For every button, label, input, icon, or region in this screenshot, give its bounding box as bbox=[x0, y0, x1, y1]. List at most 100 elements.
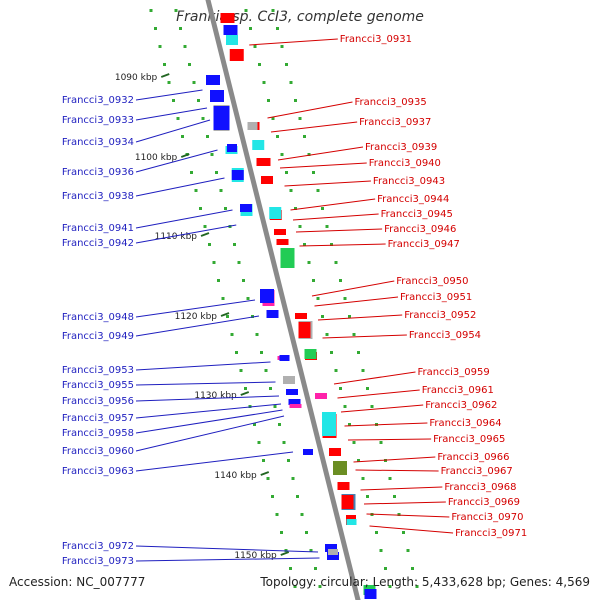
gene-label: Francci3_0934 bbox=[62, 137, 134, 148]
gene-feature bbox=[322, 412, 336, 436]
gene-feature bbox=[220, 13, 235, 23]
gene-label: Francci3_0964 bbox=[429, 418, 501, 429]
tick-dot bbox=[172, 99, 175, 102]
gene-label-leader bbox=[369, 525, 454, 534]
gene-label: Francci3_0973 bbox=[62, 556, 134, 567]
gene-label: Francci3_0954 bbox=[409, 330, 481, 341]
tick-dot bbox=[158, 45, 162, 48]
tick-dot bbox=[330, 351, 333, 354]
gene-label-leader bbox=[290, 198, 376, 211]
tick-dot bbox=[242, 279, 245, 282]
gene-label-leader bbox=[311, 280, 395, 297]
gene-feature bbox=[304, 349, 317, 359]
tick-dot bbox=[188, 63, 191, 66]
tick-dot bbox=[233, 243, 236, 246]
tick-dot bbox=[406, 549, 410, 552]
tick-dot bbox=[289, 189, 293, 192]
gene-feature bbox=[206, 75, 220, 85]
gene-label: Francci3_0971 bbox=[455, 528, 527, 539]
gene-label: Francci3_0960 bbox=[62, 446, 134, 457]
topology-label: Topology: circular; Length: 5,433,628 bp… bbox=[260, 575, 590, 589]
tick-dot bbox=[296, 495, 299, 498]
gene-label: Francci3_0953 bbox=[62, 365, 134, 376]
tick-dot bbox=[201, 117, 205, 120]
gene-feature bbox=[247, 122, 258, 130]
tick-dot bbox=[258, 63, 261, 66]
tick-dot bbox=[411, 567, 414, 570]
tick-dot bbox=[267, 99, 270, 102]
tick-dot bbox=[357, 459, 360, 462]
tick-dot bbox=[278, 423, 281, 426]
tick-dot bbox=[271, 495, 274, 498]
tick-dot bbox=[316, 297, 320, 300]
gene-label-leader bbox=[295, 228, 383, 233]
gene-feature bbox=[288, 399, 301, 405]
kbp-label: 1100 kbp bbox=[135, 153, 178, 163]
gene-label: Francci3_0937 bbox=[359, 117, 431, 128]
tick-dot bbox=[309, 549, 313, 552]
tick-dot bbox=[370, 405, 374, 408]
tick-dot bbox=[235, 351, 238, 354]
tick-dot bbox=[221, 297, 225, 300]
tick-dot bbox=[249, 27, 252, 30]
tick-dot bbox=[280, 531, 283, 534]
tick-dot bbox=[230, 333, 234, 336]
tick-dot bbox=[179, 27, 182, 30]
tick-dot bbox=[276, 135, 279, 138]
tick-dot bbox=[379, 549, 383, 552]
map-layer: 1090 kbp 1100 kbp 1110 kbp 1120 kbp 1130 kbp… bbox=[62, 0, 527, 600]
gene-label: Francci3_0970 bbox=[451, 512, 523, 523]
gene-label: Francci3_0936 bbox=[62, 167, 134, 178]
gene-label: Francci3_0948 bbox=[62, 312, 134, 323]
gene-feature bbox=[266, 310, 279, 318]
gene-label-leader bbox=[135, 177, 225, 197]
gene-feature bbox=[325, 544, 337, 552]
kbp-tick bbox=[280, 551, 290, 556]
tick-dot bbox=[219, 189, 223, 192]
gene-label-leader bbox=[135, 403, 282, 419]
gene-feature bbox=[286, 389, 298, 395]
tick-dot bbox=[210, 153, 214, 156]
tick-dot bbox=[375, 531, 378, 534]
tick-dot bbox=[275, 513, 279, 516]
gene-feature bbox=[298, 322, 311, 338]
gene-label: Francci3_0969 bbox=[448, 497, 520, 508]
tick-dot bbox=[300, 513, 304, 516]
tick-dot bbox=[298, 117, 302, 120]
gene-label-leader bbox=[337, 389, 420, 399]
tick-dot bbox=[312, 279, 315, 282]
gene-label-leader bbox=[340, 404, 424, 413]
gene-feature bbox=[289, 404, 302, 408]
tick-dot bbox=[262, 81, 266, 84]
tick-dot bbox=[149, 9, 153, 12]
tick-dot bbox=[280, 153, 284, 156]
gene-feature bbox=[341, 495, 354, 509]
gene-feature bbox=[337, 482, 350, 490]
gene-label: Francci3_0932 bbox=[62, 95, 134, 106]
gene-feature bbox=[213, 106, 230, 130]
tick-dot bbox=[190, 171, 193, 174]
tick-dot bbox=[269, 387, 272, 390]
tick-dot bbox=[176, 117, 180, 120]
gene-label: Francci3_0943 bbox=[373, 176, 445, 187]
tick-dot bbox=[192, 81, 196, 84]
gene-feature bbox=[280, 248, 295, 268]
gene-label-leader bbox=[333, 371, 416, 385]
tick-dot bbox=[352, 333, 356, 336]
gene-label: Francci3_0966 bbox=[437, 452, 509, 463]
tick-dot bbox=[316, 189, 320, 192]
tick-dot bbox=[208, 243, 211, 246]
gene-label-leader bbox=[344, 422, 428, 427]
tick-dot bbox=[183, 45, 187, 48]
tick-dot bbox=[226, 315, 229, 318]
tick-dot bbox=[415, 585, 419, 588]
gene-label-leader bbox=[135, 149, 218, 173]
gene-feature bbox=[231, 170, 244, 180]
tick-dot bbox=[307, 261, 311, 264]
gene-label-leader bbox=[363, 501, 446, 505]
gene-label-leader bbox=[279, 162, 367, 169]
tick-dot bbox=[384, 567, 387, 570]
gene-label: Francci3_0931 bbox=[340, 34, 412, 45]
tick-dot bbox=[199, 207, 202, 210]
gene-feature bbox=[327, 552, 339, 560]
